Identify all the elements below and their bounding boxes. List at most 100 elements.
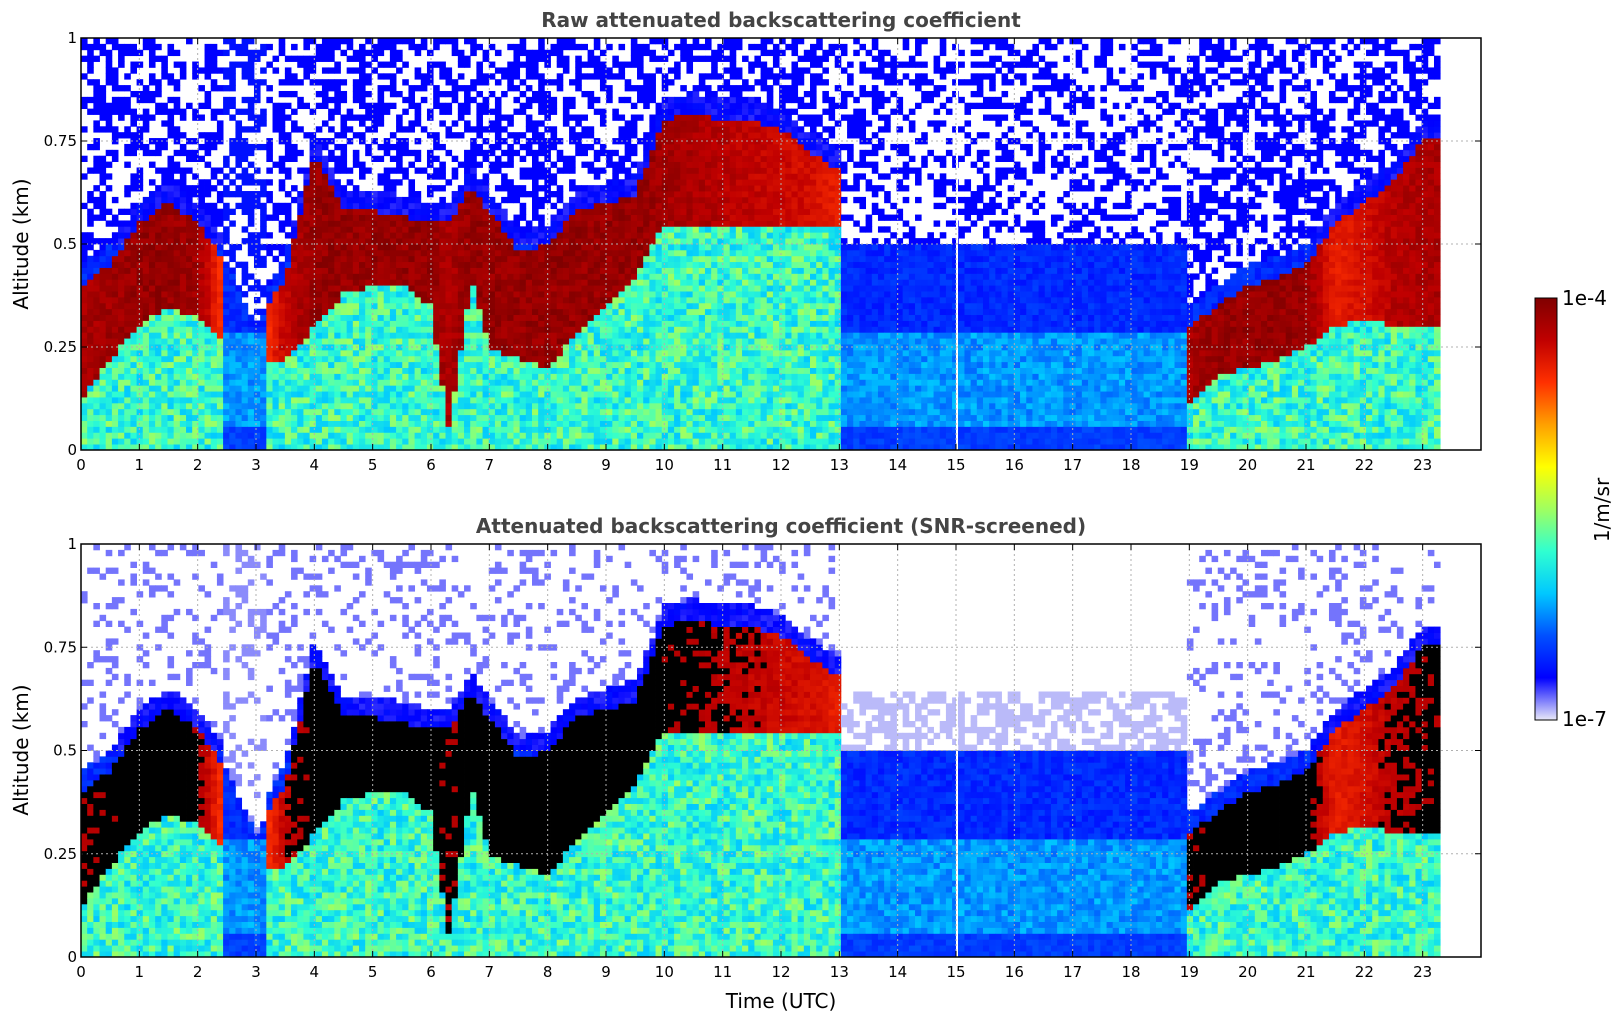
heatmap-cell — [167, 79, 175, 86]
heatmap-cell — [111, 73, 119, 80]
heatmap-cell — [383, 432, 391, 439]
heatmap-cell — [532, 444, 539, 450]
heatmap-cell — [328, 308, 335, 316]
heatmap-cell — [587, 185, 595, 192]
heatmap-cell — [569, 373, 576, 380]
heatmap-cell — [260, 255, 267, 263]
heatmap-cell — [507, 196, 514, 204]
heatmap-cell — [371, 296, 378, 304]
heatmap-cell — [179, 143, 187, 151]
heatmap-cell — [111, 85, 119, 92]
heatmap-cell — [247, 191, 255, 198]
heatmap-cell — [167, 244, 175, 251]
heatmap-cell — [340, 279, 348, 286]
heatmap-cell — [303, 232, 310, 239]
heatmap-cell — [142, 408, 150, 416]
heatmap-cell — [297, 196, 304, 204]
heatmap-cell — [402, 202, 409, 210]
heatmap-cell — [284, 249, 292, 257]
heatmap-cell — [377, 85, 385, 92]
heatmap-cell — [111, 379, 119, 386]
heatmap-cell — [593, 185, 601, 192]
heatmap-cell — [464, 55, 471, 62]
heatmap-cell — [550, 226, 558, 233]
heatmap-cell — [328, 202, 335, 210]
heatmap-cell — [161, 238, 168, 245]
heatmap-cell — [593, 408, 601, 416]
heatmap-cell — [371, 255, 378, 263]
heatmap-cell — [352, 132, 360, 139]
heatmap-cell — [451, 214, 459, 221]
heatmap-cell — [204, 202, 212, 210]
heatmap-cell — [575, 349, 582, 357]
heatmap-cell — [247, 108, 255, 115]
heatmap-cell — [266, 279, 273, 286]
heatmap-cell — [396, 426, 403, 433]
heatmap-cell — [365, 249, 372, 257]
heatmap-cell — [223, 238, 230, 245]
heatmap-cell — [408, 220, 416, 227]
heatmap-cell — [556, 379, 564, 386]
heatmap-cell — [284, 291, 292, 298]
heatmap-cell — [216, 244, 224, 251]
heatmap-cell — [426, 444, 434, 450]
heatmap-cell — [371, 361, 378, 368]
heatmap-cell — [457, 202, 465, 210]
heatmap-cell — [630, 179, 638, 186]
heatmap-cell — [587, 232, 595, 239]
heatmap-cell — [402, 226, 409, 233]
heatmap-cell — [476, 202, 483, 210]
heatmap-cell — [328, 338, 335, 345]
heatmap-cell — [241, 332, 249, 339]
heatmap-cell — [321, 273, 329, 280]
heatmap-cell — [426, 261, 434, 268]
heatmap-cell — [186, 379, 193, 386]
heatmap-cell — [186, 238, 193, 245]
heatmap-cell — [155, 361, 162, 368]
heatmap-cell — [501, 185, 508, 192]
heatmap-cell — [377, 402, 385, 410]
heatmap-cell — [223, 161, 230, 168]
heatmap-cell — [451, 49, 459, 57]
heatmap-cell — [618, 355, 626, 363]
heatmap-cell — [569, 155, 576, 162]
heatmap-cell — [303, 420, 310, 427]
heatmap-cell — [229, 332, 236, 339]
heatmap-cell — [148, 238, 156, 245]
heatmap-cell — [501, 332, 508, 339]
heatmap-cell — [624, 249, 632, 257]
heatmap-cell — [334, 244, 341, 251]
heatmap-cell — [334, 249, 341, 257]
heatmap-cell — [606, 96, 613, 104]
heatmap-cell — [569, 96, 576, 104]
heatmap-cell — [315, 391, 323, 398]
heatmap-cell — [155, 338, 162, 345]
heatmap-cell — [445, 349, 453, 357]
heatmap-cell — [377, 191, 385, 198]
heatmap-cell — [284, 261, 292, 268]
heatmap-cell — [346, 255, 354, 263]
heatmap-cell — [155, 326, 162, 333]
heatmap-cell — [111, 432, 119, 439]
heatmap-cell — [118, 385, 125, 392]
heatmap-cell — [420, 226, 428, 233]
heatmap-cell — [321, 79, 329, 86]
heatmap-cell — [587, 426, 595, 433]
heatmap-cell — [266, 85, 273, 92]
heatmap-cell — [111, 338, 119, 345]
heatmap-cell — [532, 420, 539, 427]
heatmap-cell — [476, 338, 483, 345]
heatmap-cell — [532, 402, 539, 410]
heatmap-cell — [630, 185, 638, 192]
heatmap-cell — [352, 414, 360, 421]
heatmap-cell — [470, 320, 477, 327]
heatmap-cell — [389, 355, 397, 363]
heatmap-cell — [142, 238, 150, 245]
heatmap-cell — [569, 102, 576, 110]
heatmap-cell — [352, 273, 360, 280]
heatmap-cell — [198, 85, 205, 92]
heatmap-cell — [389, 220, 397, 227]
heatmap-cell — [550, 408, 558, 416]
heatmap-cell — [148, 338, 156, 345]
heatmap-cell — [229, 385, 236, 392]
